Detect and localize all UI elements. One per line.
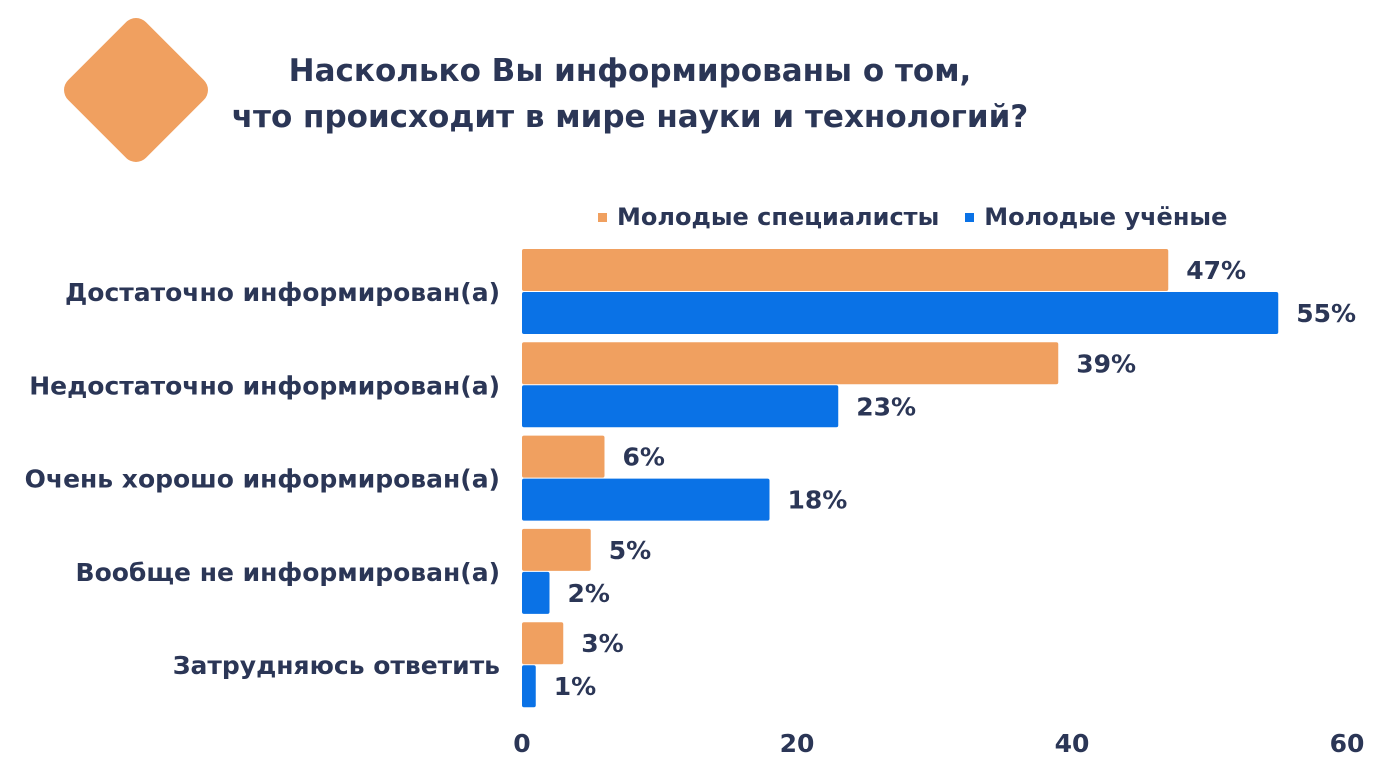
bar-scientists xyxy=(522,571,550,614)
category-label: Недостаточно информирован(а) xyxy=(29,371,500,400)
bar-specialists xyxy=(522,342,1059,385)
bar-scientists xyxy=(522,292,1279,334)
data-label: 18% xyxy=(788,486,848,515)
data-label: 47% xyxy=(1186,256,1246,285)
chart-title: Насколько Вы информированы о том, что пр… xyxy=(200,48,1060,140)
legend-item-specialists: Молодые специалисты xyxy=(598,203,939,231)
bar-scientists xyxy=(522,665,536,708)
chart-title-line-1: Насколько Вы информированы о том, xyxy=(288,53,972,89)
data-label: 2% xyxy=(568,579,610,608)
data-label: 5% xyxy=(609,536,651,565)
bar-specialists xyxy=(522,435,605,478)
data-label: 1% xyxy=(554,672,596,701)
data-label: 3% xyxy=(581,629,623,658)
x-tick-label: 60 xyxy=(1330,729,1365,758)
bar-scientists xyxy=(522,478,770,521)
x-tick-label: 40 xyxy=(1055,729,1090,758)
legend-label-scientists: Молодые учёные xyxy=(984,203,1228,231)
data-label: 6% xyxy=(623,443,665,472)
legend-swatch-blue xyxy=(965,212,975,222)
data-label: 39% xyxy=(1076,349,1136,378)
x-tick-label: 0 xyxy=(513,729,530,758)
category-label: Достаточно информирован(а) xyxy=(65,278,500,307)
bar-specialists xyxy=(522,528,591,571)
category-label: Затрудняюсь ответить xyxy=(173,651,500,680)
bar-specialists xyxy=(522,249,1169,291)
data-label: 23% xyxy=(856,392,916,421)
data-label: 55% xyxy=(1296,299,1356,328)
legend-label-specialists: Молодые специалисты xyxy=(617,203,940,231)
bar-specialists xyxy=(522,622,564,665)
chart-legend: Молодые специалисты Молодые учёные xyxy=(598,203,1227,231)
legend-item-scientists: Молодые учёные xyxy=(965,203,1227,231)
legend-swatch-orange xyxy=(598,212,607,222)
category-label: Очень хорошо информирован(а) xyxy=(25,465,500,494)
x-tick-label: 20 xyxy=(780,729,815,758)
chart-title-line-2: что происходит в мире науки и технологий… xyxy=(231,99,1029,135)
category-label: Вообще не информирован(а) xyxy=(76,558,500,587)
bar-scientists xyxy=(522,385,839,428)
